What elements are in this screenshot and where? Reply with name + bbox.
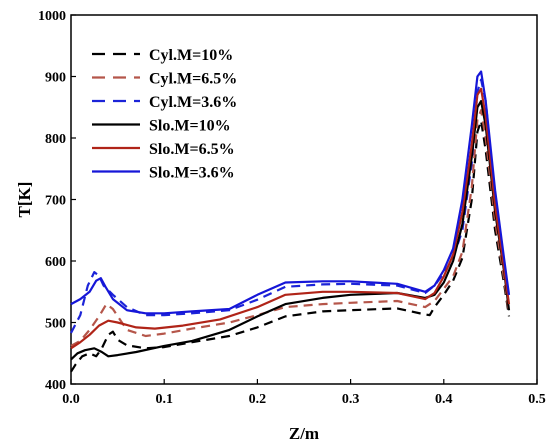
legend-label: Slo.M=6.5% bbox=[149, 141, 235, 158]
series-line-cyl-m-10 bbox=[70, 119, 511, 373]
x-tick-label: 0.3 bbox=[342, 392, 360, 407]
legend-label: Cyl.M=3.6% bbox=[149, 94, 237, 111]
legend-label: Cyl.M=6.5% bbox=[149, 71, 237, 88]
legend-label: Slo.M=3.6% bbox=[149, 165, 235, 182]
y-tick-label: 500 bbox=[45, 317, 66, 332]
legend: Cyl.M=10% Cyl.M=6.5% Cyl.M=3.6% Slo.M=10% Sl… bbox=[92, 47, 237, 182]
y-tick-label: 900 bbox=[45, 71, 66, 86]
x-tick-label: 0.2 bbox=[249, 392, 267, 407]
axis-ticks: 0.0 0.1 0.2 0.3 0.4 0.5 400 500 600 700 800 900 1000 bbox=[38, 9, 546, 407]
x-tick-label: 0.4 bbox=[435, 392, 453, 407]
series-line-cyl-m-6-5 bbox=[70, 109, 511, 347]
series-line-slo-m-3-6 bbox=[70, 70, 511, 315]
y-tick-label: 400 bbox=[45, 378, 66, 393]
series-line-slo-m-10 bbox=[70, 100, 511, 361]
y-tick-label: 700 bbox=[45, 194, 66, 209]
y-tick-label: 1000 bbox=[38, 9, 66, 24]
y-tick-label: 800 bbox=[45, 132, 66, 147]
y-tick-label: 600 bbox=[45, 255, 66, 270]
y-axis-title: T[K] bbox=[15, 182, 34, 218]
x-axis-title: Z/m bbox=[289, 424, 319, 443]
legend-label: Cyl.M=10% bbox=[149, 47, 233, 64]
series-line-slo-m-6-5 bbox=[70, 87, 511, 350]
x-tick-label: 0.1 bbox=[155, 392, 173, 407]
x-tick-label: 0.0 bbox=[62, 392, 80, 407]
series-lines bbox=[70, 70, 511, 373]
legend-label: Slo.M=10% bbox=[149, 118, 231, 135]
x-tick-label: 0.5 bbox=[528, 392, 546, 407]
